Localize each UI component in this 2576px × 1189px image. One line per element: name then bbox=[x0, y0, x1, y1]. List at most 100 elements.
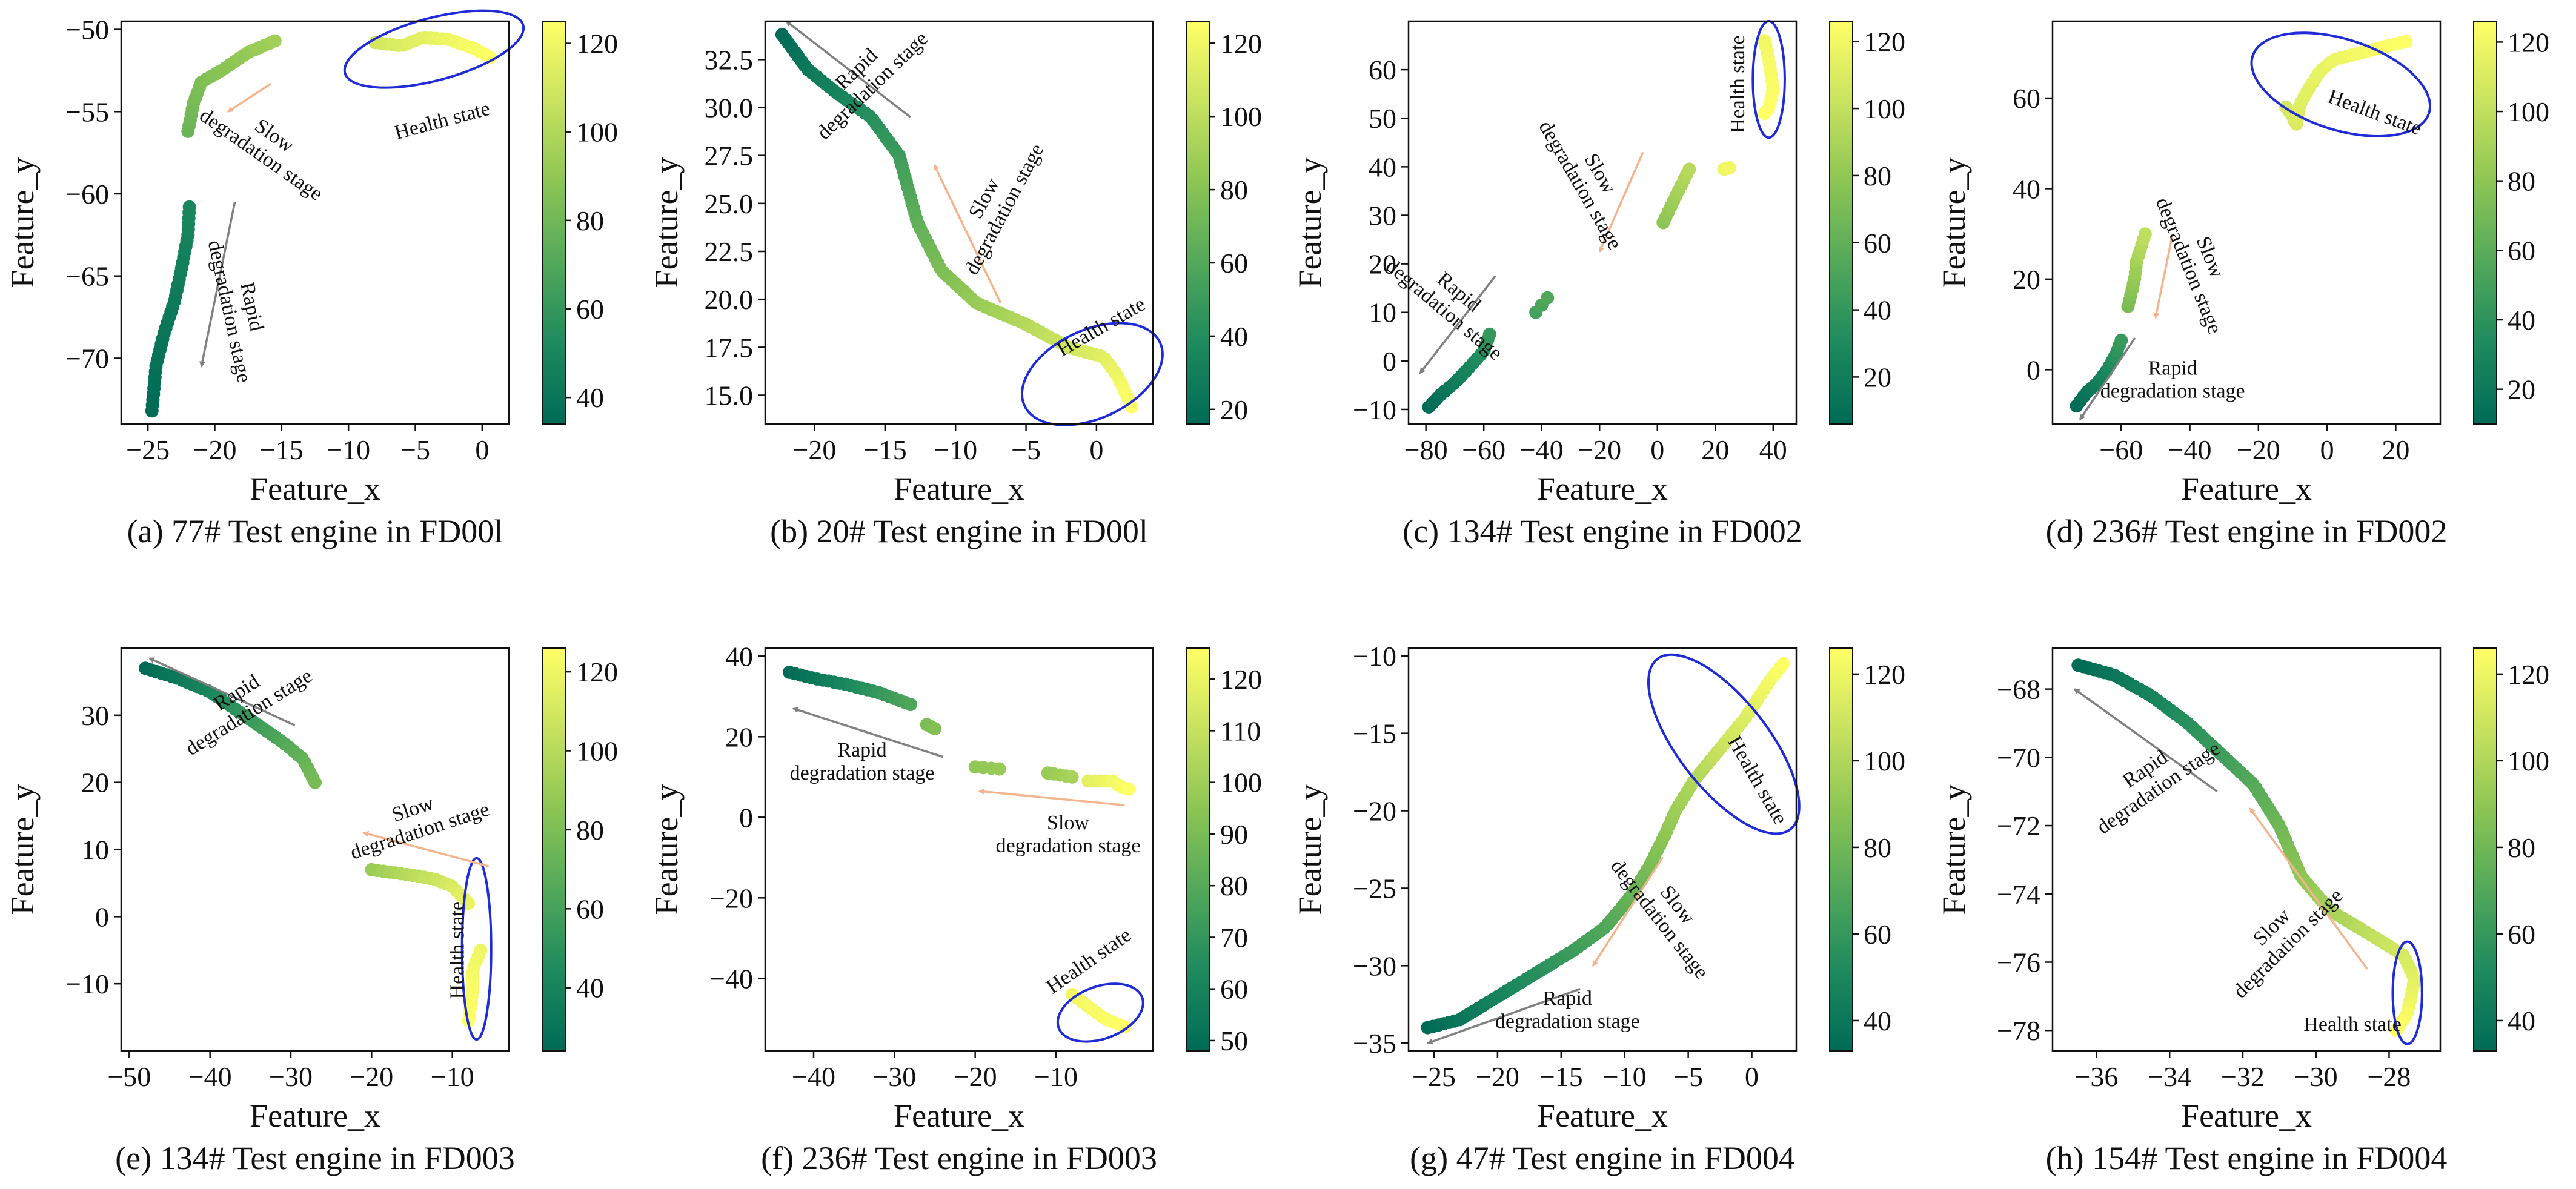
x-tick-label: −40 bbox=[792, 1061, 835, 1092]
y-tick-label: 20.0 bbox=[705, 284, 754, 315]
colorbar-tick-label: 40 bbox=[576, 973, 604, 1004]
data-point bbox=[928, 722, 941, 735]
x-axis-label: Feature_x bbox=[2181, 471, 2312, 507]
y-tick-label: 17.5 bbox=[705, 332, 754, 363]
y-tick-label: −78 bbox=[1997, 1015, 2040, 1046]
x-tick-label: −5 bbox=[1011, 434, 1041, 465]
colorbar-tick-label: 100 bbox=[1864, 93, 1905, 124]
y-tick-label: −60 bbox=[65, 179, 109, 210]
data-point bbox=[2399, 35, 2413, 48]
panel-caption: (e) 134# Test engine in FD003 bbox=[115, 1140, 515, 1176]
colorbar-tick-label: 80 bbox=[576, 815, 604, 846]
stage-annotation: Slowdegradation stage bbox=[340, 776, 492, 864]
stage-arrow bbox=[227, 82, 272, 113]
colorbar-tick-label: 60 bbox=[2508, 919, 2535, 950]
stage-annotation: Slowdegradation stage bbox=[2151, 186, 2248, 337]
colorbar-tick-label: 120 bbox=[2508, 659, 2549, 690]
colorbar-tick-label: 100 bbox=[1220, 101, 1262, 132]
y-tick-label: 0 bbox=[2027, 354, 2040, 385]
data-point bbox=[1482, 327, 1496, 341]
colorbar-tick-label: 100 bbox=[2508, 96, 2549, 127]
y-tick-label: 40 bbox=[2013, 173, 2040, 204]
panel-e: Rapiddegradation stage Slowdegradation st… bbox=[4, 645, 618, 1176]
y-axis-label: Feature_y bbox=[648, 784, 685, 915]
colorbar-tick-label: 120 bbox=[1220, 664, 1262, 695]
stage-arrow bbox=[933, 164, 1002, 304]
y-tick-label: 0 bbox=[95, 901, 109, 932]
y-tick-label: −35 bbox=[1353, 1028, 1396, 1059]
data-point bbox=[268, 34, 282, 48]
colorbar-tick-label: 120 bbox=[1864, 659, 1905, 690]
x-tick-label: 0 bbox=[475, 434, 489, 465]
y-tick-label: −68 bbox=[1997, 674, 2040, 705]
health-state-ellipse bbox=[460, 856, 493, 1041]
stage-annotation: Health state bbox=[2303, 1013, 2401, 1036]
colorbar-tick-label: 120 bbox=[576, 657, 618, 687]
y-tick-label: 10 bbox=[1369, 297, 1396, 328]
y-axis-label: Feature_y bbox=[1292, 157, 1328, 288]
x-axis-label: Feature_x bbox=[894, 1098, 1024, 1134]
plot-frame bbox=[2051, 647, 2442, 1052]
x-axis-label: Feature_x bbox=[2181, 1098, 2312, 1134]
x-tick-label: −20 bbox=[792, 434, 836, 465]
stage-annotation: Health state bbox=[1727, 35, 1749, 133]
colorbar-tick-label: 40 bbox=[1864, 1005, 1891, 1036]
x-tick-label: −10 bbox=[431, 1061, 474, 1092]
x-tick-label: −10 bbox=[934, 434, 977, 465]
y-tick-label: 30.0 bbox=[705, 93, 754, 124]
x-tick-label: 20 bbox=[2382, 434, 2409, 465]
data-points bbox=[1421, 657, 1790, 1035]
y-axis-label: Feature_y bbox=[1292, 784, 1328, 915]
colorbar-tick-label: 80 bbox=[1220, 174, 1248, 205]
colorbar-tick-label: 60 bbox=[1864, 919, 1891, 950]
stage-arrow bbox=[199, 202, 236, 368]
x-tick-label: −28 bbox=[2367, 1061, 2411, 1092]
colorbar-tick-label: 80 bbox=[576, 205, 604, 236]
colorbar-tick-label: 40 bbox=[1220, 321, 1248, 352]
y-axis-label: Feature_y bbox=[1936, 157, 1972, 288]
x-tick-label: −20 bbox=[954, 1061, 997, 1092]
stage-arrow bbox=[978, 788, 1125, 807]
plot-frame bbox=[764, 20, 1154, 425]
y-tick-label: −10 bbox=[1353, 641, 1396, 672]
data-point bbox=[992, 762, 1006, 776]
data-points bbox=[2071, 658, 2422, 1038]
y-tick-label: −20 bbox=[1353, 796, 1396, 827]
x-tick-label: −20 bbox=[2237, 434, 2280, 465]
x-axis-label: Feature_x bbox=[1537, 1098, 1668, 1134]
colorbar bbox=[1186, 647, 1210, 1052]
colorbar bbox=[542, 647, 566, 1052]
y-tick-label: 0 bbox=[739, 802, 753, 833]
colorbar-tick-label: 110 bbox=[1220, 715, 1261, 746]
stage-arrow bbox=[362, 831, 490, 867]
stage-arrow bbox=[148, 657, 296, 727]
colorbar-tick-label: 90 bbox=[1220, 819, 1248, 850]
y-axis-label: Feature_y bbox=[4, 784, 41, 915]
stage-arrow bbox=[2249, 807, 2368, 970]
colorbar-tick-label: 40 bbox=[576, 382, 604, 413]
health-state-ellipse bbox=[1647, 653, 1801, 835]
colorbar-tick-label: 20 bbox=[1220, 394, 1248, 425]
stage-annotation: Health state bbox=[1042, 924, 1135, 998]
data-points bbox=[2070, 35, 2413, 413]
panel-caption: (h) 154# Test engine in FD004 bbox=[2046, 1140, 2448, 1176]
data-point bbox=[904, 698, 917, 712]
data-point bbox=[1777, 657, 1790, 671]
x-tick-label: −15 bbox=[1539, 1061, 1583, 1092]
data-points bbox=[1422, 34, 1780, 414]
x-tick-label: −5 bbox=[400, 434, 430, 465]
y-tick-label: 27.5 bbox=[705, 141, 754, 171]
x-tick-label: −30 bbox=[2294, 1061, 2338, 1092]
colorbar-tick-label: 120 bbox=[2508, 27, 2549, 58]
stage-annotation: Rapiddegradation stage bbox=[170, 645, 316, 760]
stage-arrow bbox=[792, 707, 943, 758]
health-state-ellipse bbox=[1020, 322, 1164, 426]
data-point bbox=[2114, 333, 2128, 347]
stage-annotation: Slowdegradation stage bbox=[196, 85, 340, 205]
health-state-ellipse bbox=[2250, 31, 2432, 137]
x-tick-label: −80 bbox=[1404, 434, 1448, 465]
stage-arrow bbox=[2079, 337, 2136, 421]
stage-annotation: Rapiddegradation stage bbox=[1381, 237, 1521, 365]
x-axis-label: Feature_x bbox=[1537, 471, 1668, 507]
